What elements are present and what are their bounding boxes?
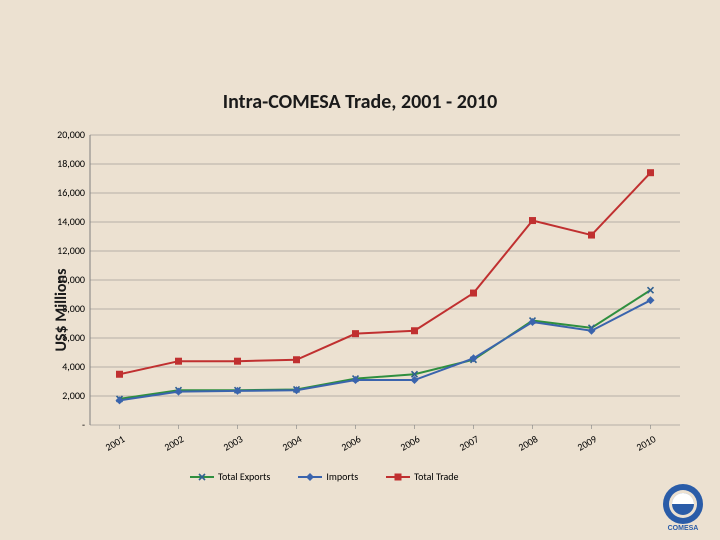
legend: Total Exports Imports Total Trade: [190, 470, 590, 483]
svg-text:2007: 2007: [457, 432, 481, 453]
svg-text:2009: 2009: [575, 432, 599, 453]
svg-text:20,000: 20,000: [57, 130, 85, 141]
legend-label: Total Exports: [218, 470, 270, 483]
svg-text:2006: 2006: [339, 432, 363, 453]
chart-container: US$ Millions -2,0004,0006,0008,00010,000…: [30, 130, 690, 490]
svg-text:14,000: 14,000: [57, 215, 85, 228]
svg-text:16,000: 16,000: [57, 186, 85, 199]
legend-label: Total Trade: [414, 470, 458, 483]
line-chart: -2,0004,0006,0008,00010,00012,00014,0001…: [30, 130, 690, 490]
svg-text:2,000: 2,000: [62, 389, 85, 402]
legend-item: Imports: [298, 470, 358, 483]
svg-text:2004: 2004: [280, 432, 304, 453]
svg-text:4,000: 4,000: [62, 360, 85, 373]
svg-text:2010: 2010: [634, 432, 658, 453]
svg-text:18,000: 18,000: [57, 157, 85, 170]
svg-text:-: -: [82, 418, 85, 431]
legend-label: Imports: [326, 470, 358, 483]
svg-text:2001: 2001: [103, 432, 127, 453]
svg-text:12,000: 12,000: [57, 244, 85, 257]
comesa-logo: COMESA: [656, 480, 710, 534]
y-axis-label: US$ Millions: [52, 268, 71, 351]
legend-item: Total Trade: [386, 470, 458, 483]
svg-text:2003: 2003: [221, 432, 245, 453]
svg-text:COMESA: COMESA: [668, 525, 699, 532]
legend-item: Total Exports: [190, 470, 270, 483]
svg-text:2006: 2006: [398, 432, 422, 453]
chart-title: Intra-COMESA Trade, 2001 - 2010: [0, 90, 720, 114]
svg-text:2008: 2008: [516, 432, 540, 453]
svg-text:2002: 2002: [162, 432, 186, 453]
